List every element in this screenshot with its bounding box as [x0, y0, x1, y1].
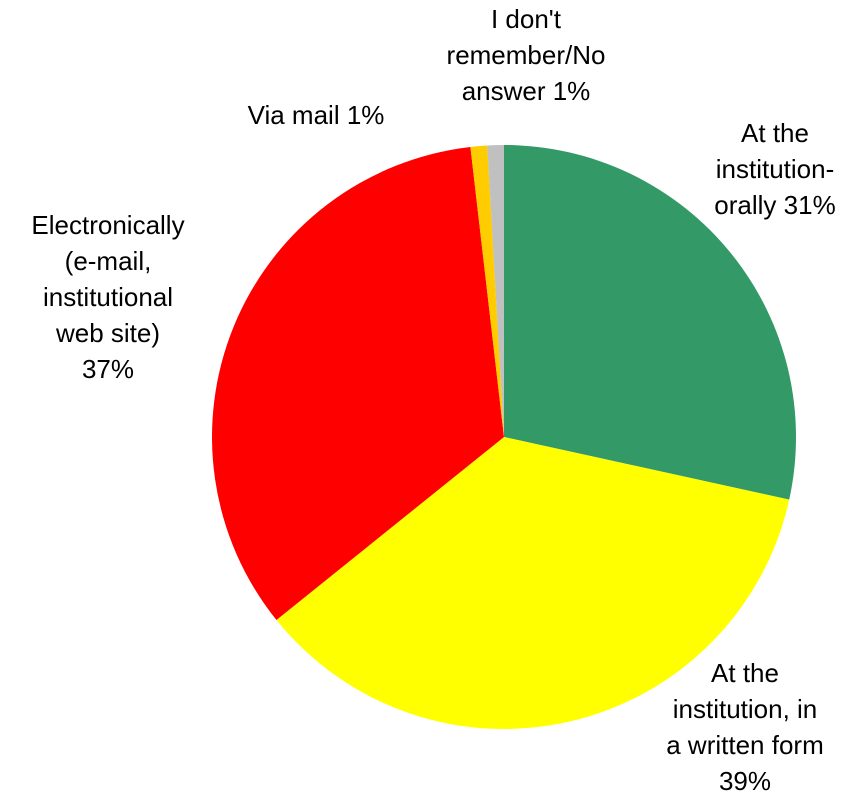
pie-labels: At the institution-orally 31% At the instit… [31, 4, 835, 796]
pie-slice-no-answer [487, 144, 504, 437]
slice-label-line: institution, in [673, 694, 818, 724]
pie-slice-orally [504, 145, 796, 500]
slice-label-line: (e-mail, [65, 246, 152, 276]
slice-label-line: 39% [719, 766, 771, 796]
slice-label-line: institution- [716, 154, 835, 184]
slice-label-electronically: Electronically (e-mail, institutional web s… [31, 210, 184, 384]
slice-label-orally: At the institution-orally 31% [714, 118, 835, 220]
pie-slices [212, 144, 796, 729]
pie-slice-written-form [276, 437, 790, 729]
pie-slice-via-mail [470, 145, 504, 438]
slice-label-line: institutional [43, 282, 173, 312]
slice-label-line: 37% [82, 354, 134, 384]
slice-label-line: answer 1% [462, 76, 591, 106]
slice-label-via-mail: Via mail 1% [248, 100, 385, 130]
slice-label-line: remember/No [447, 40, 606, 70]
slice-label-line: I don't [491, 4, 562, 34]
slice-label-written-form: At the institution, in a written form 39% [666, 658, 824, 796]
slice-label-line: orally 31% [714, 190, 835, 220]
slice-label-line: At the [741, 118, 809, 148]
slice-label-line: web site) [55, 318, 160, 348]
slice-label-line: Electronically [31, 210, 184, 240]
slice-label-line: a written form [666, 730, 824, 760]
pie-slice-electronically [212, 146, 504, 620]
slice-label-line: Via mail 1% [248, 100, 385, 130]
slice-label-line: At the [711, 658, 779, 688]
slice-label-no-answer: I don't remember/No answer 1% [447, 4, 606, 106]
